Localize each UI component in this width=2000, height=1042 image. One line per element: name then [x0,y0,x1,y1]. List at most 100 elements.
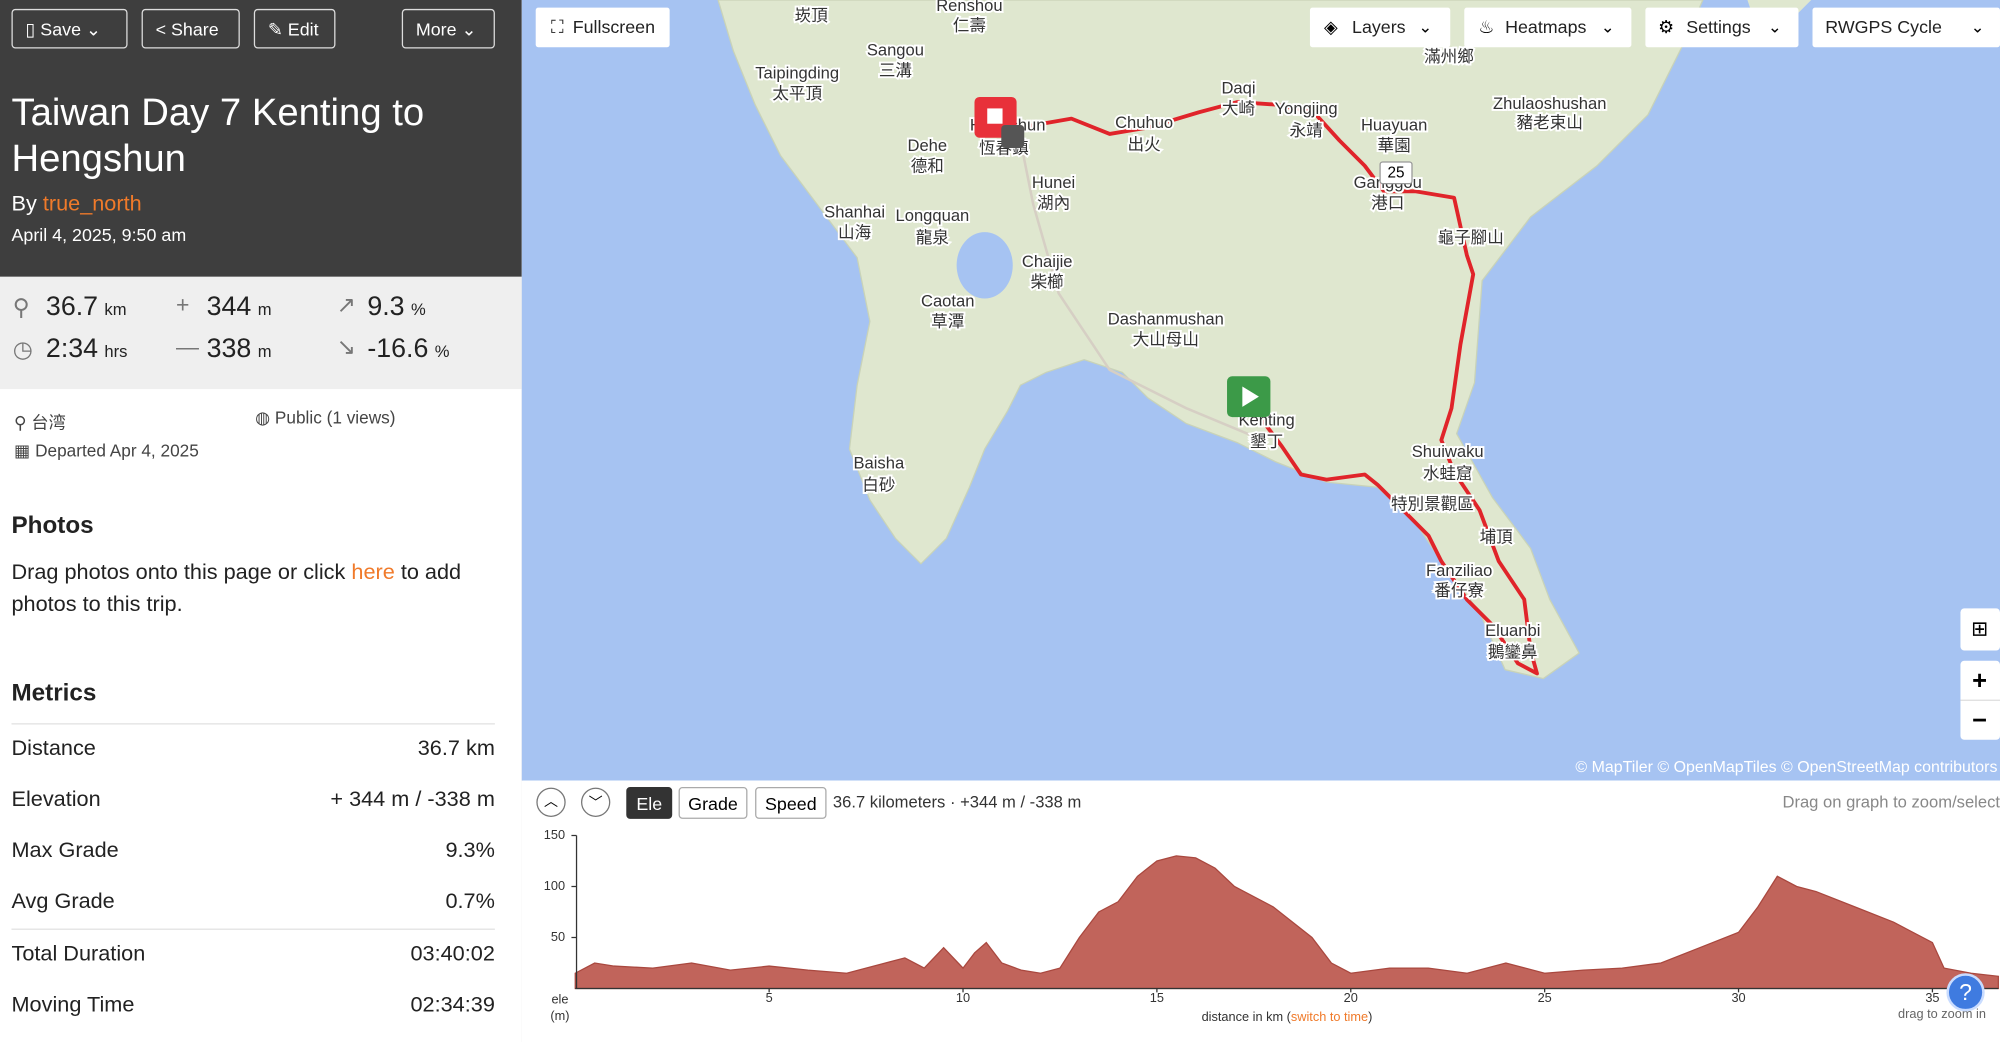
metric-row: Moving Time 02:34:39 [11,992,494,1018]
min-grade-icon: ↘ [336,334,356,360]
collapse-button[interactable] [536,787,566,817]
stat-value: 344 [206,292,252,322]
metric-row: Distance 36.7 km [11,736,494,762]
gain-icon: + [176,292,190,318]
layers-button[interactable]: ◈ Layers ⌄ [1309,7,1451,48]
place-label: Shuiwaku [1412,442,1484,461]
stat-loss: 338 m [207,334,272,365]
place-label: Hunei [1032,173,1075,192]
place-label: 山海 [838,223,871,242]
info-marker[interactable] [1001,124,1025,148]
heatmaps-button[interactable]: ♨ Heatmaps ⌄ [1464,7,1632,48]
place-label: Renshou [936,0,1002,15]
place-label: 大崎 [1222,99,1255,118]
settings-button[interactable]: ⚙ Settings ⌄ [1645,7,1799,48]
place-label: 港口 [1371,193,1404,212]
lake [956,232,1013,299]
author-link[interactable]: true_north [42,191,142,216]
switch-to-time-link[interactable]: switch to time [1291,1009,1368,1024]
svg-text:−: − [1972,707,1987,735]
svg-text:⛶: ⛶ [551,17,564,37]
share-button[interactable]: < Share [141,8,240,49]
place-label: 番仔寮 [1434,581,1484,600]
attribution: © MapTiler © OpenMapTiles © OpenStreetMa… [1575,759,1997,776]
save-button[interactable]: ▯ Save ⌄ [11,8,128,49]
svg-text:⌄: ⌄ [1971,17,1985,36]
metric-value: 03:40:02 [410,941,495,966]
place-label: Baisha [853,454,904,473]
max-grade-icon: ↗ [336,292,356,318]
road-shield-label: 25 [1388,165,1405,182]
map[interactable]: 崁頂Renshou仁壽Sangou三溝Taipingding太平頂Hengchu… [521,0,2000,781]
stat-value: 338 [206,334,252,364]
x-tick-label: 30 [1731,990,1745,1005]
place-label: 特別景觀區 [1391,494,1474,513]
fullscreen-button[interactable]: ⛶ Fullscreen [535,7,670,48]
map-legend-button[interactable]: ⊞ [1960,608,2000,651]
location-text: 台湾 [31,413,66,433]
place-label: 草潭 [931,312,964,331]
metric-row: Max Grade 9.3% [11,838,494,864]
place-label: Dehe [907,136,947,155]
stat-value: -16.6 [367,334,429,364]
speed-tab[interactable]: Speed [755,786,827,819]
edit-button[interactable]: ✎ Edit [253,8,336,49]
text: to add photos to this trip. [11,559,468,617]
svg-text:◈: ◈ [1324,17,1338,37]
place-label: Chuhuo [1115,113,1173,132]
place-label: Caotan [921,292,974,311]
elevation-chart[interactable]: ︿ ﹀ 50 100 150 5 10 15 20 25 30 35 ele (m) distance … [522,781,2000,1042]
place-label: Longquan [896,206,970,225]
place-label: 滿州鄉 [1424,47,1474,66]
stat-unit: % [434,341,450,361]
start-icon [1242,386,1259,407]
visibility: ◍ Public (1 views) [255,408,396,428]
x-tick-label: 25 [1538,990,1552,1005]
ele-tab[interactable]: Ele [626,786,673,819]
stats-panel: ⚲ 36.7 km ◷ 2:34 hrs + 344 m — 338 m ↗ 9.3% … [0,276,522,390]
place-label: 水蛙窟 [1423,464,1473,483]
trip-date: April 4, 2025, 9:50 am [11,224,187,245]
metric-label: Max Grade [11,838,119,863]
metric-row: Total Duration 03:40:02 [11,941,494,967]
svg-text:︿: ︿ [544,793,558,809]
help-button[interactable]: ? [1946,973,1985,1012]
svg-text:+: + [1972,667,1987,695]
stat-unit: hrs [104,341,128,361]
place-label: 三溝 [879,61,912,80]
place-label: 埔頂 [1480,528,1514,547]
stat-unit: km [104,299,127,319]
stat-duration: 2:34 hrs [46,334,128,365]
place-label: 德和 [911,156,944,175]
sidebar: ▯ Save ⌄ < Share ✎ Edit More ⌄ Taiwan Da… [0,0,523,1042]
metric-value: 02:34:39 [410,992,495,1017]
upload-link[interactable]: here [351,559,395,585]
more-button[interactable]: More ⌄ [401,8,495,49]
metric-value: 36.7 km [417,735,495,761]
place-label: Taipingding [755,63,839,82]
y-tick-label: 50 [551,929,565,944]
trip-title: Taiwan Day 7 Kenting to Hengshun [11,91,425,180]
svg-text:⚙: ⚙ [1658,17,1674,37]
stat-unit: % [410,299,426,319]
grade-tab[interactable]: Grade [678,786,748,819]
place-label: Daqi [1221,79,1255,98]
metric-label: Moving Time [11,992,135,1017]
place-label: 龍泉 [916,228,950,247]
place-label: 湖內 [1037,193,1070,212]
visibility-text: Public (1 views) [274,408,396,428]
button-label: Fullscreen [573,17,655,37]
metric-label: Total Duration [11,941,146,966]
place-label: Huayuan [1361,116,1427,135]
expand-button[interactable] [580,787,611,817]
x-tick-label: 35 [1925,990,1939,1005]
place-label: 龜子腳山 [1437,228,1503,247]
metric-label: Distance [11,735,96,761]
basemap-select[interactable]: RWGPS Cycle ⌄ [1812,7,2000,48]
x-axis-text: ) [1368,1009,1372,1024]
place-label: 大山母山 [1133,330,1199,349]
zoom-control[interactable]: +− [1960,660,2000,740]
svg-text:♨: ♨ [1478,17,1494,37]
y-axis-label: ele [551,991,568,1006]
place-label: Chaijie [1022,252,1073,271]
